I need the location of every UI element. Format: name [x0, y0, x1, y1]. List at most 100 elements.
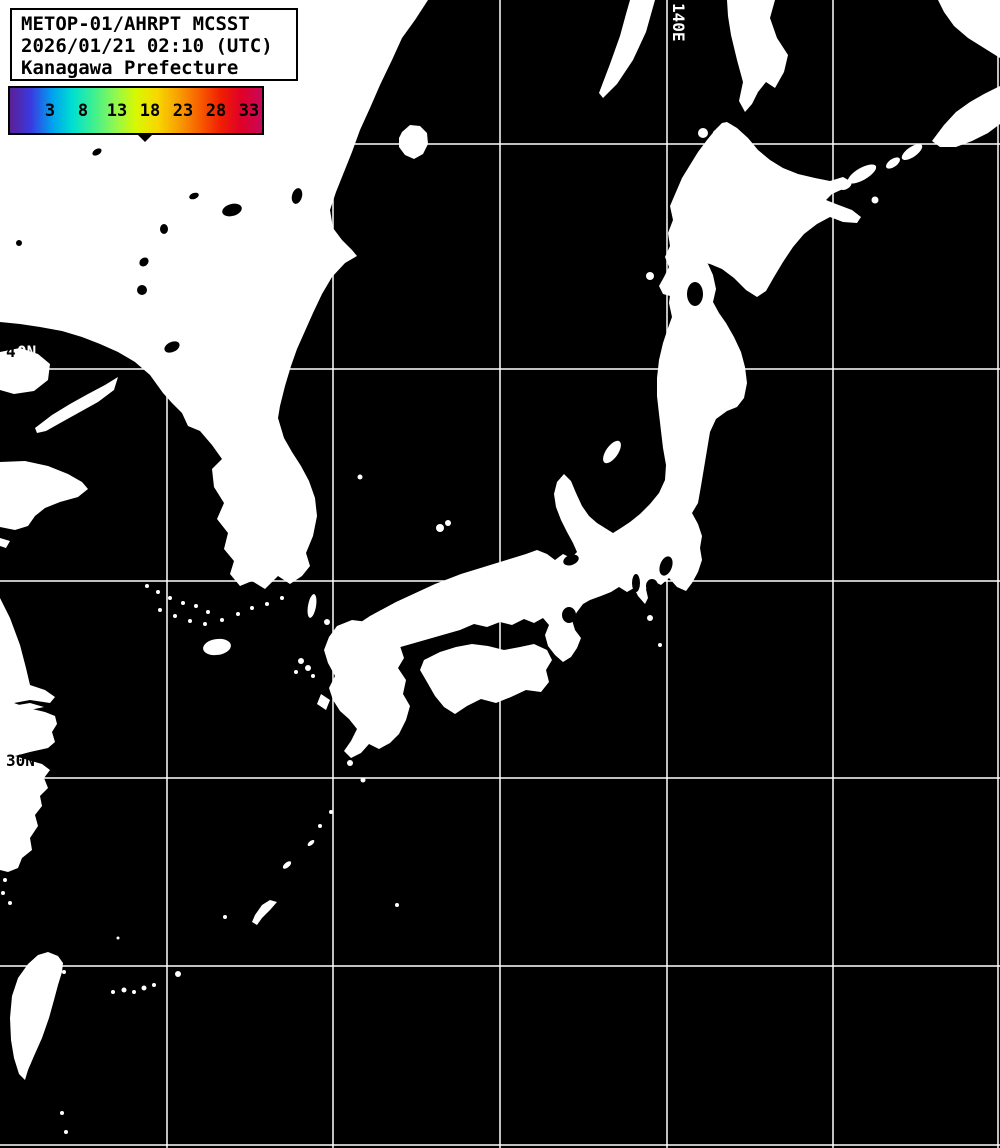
- island-dot: [395, 903, 399, 907]
- island-dot: [647, 615, 653, 621]
- island-dot: [357, 474, 363, 480]
- honshu: [332, 258, 747, 662]
- awaji: [550, 620, 566, 640]
- island-dot: [158, 608, 162, 612]
- shikoku: [420, 644, 552, 714]
- island-dot: [1, 891, 5, 895]
- island-dot: [62, 970, 66, 974]
- ise-bay: [590, 603, 604, 621]
- lake-b: [189, 192, 199, 200]
- island-dot: [324, 619, 330, 625]
- kunashiri: [847, 164, 877, 184]
- island-dot: [250, 606, 254, 610]
- colorbar-tick-13: 13: [106, 101, 128, 121]
- tsushima: [307, 594, 317, 618]
- sakhalin: [727, 0, 788, 112]
- okinawa: [252, 900, 277, 925]
- colorbar-tick-18: 18: [139, 101, 161, 121]
- island-dot: [156, 590, 160, 594]
- island-dot: [220, 618, 224, 622]
- title-box: METOP-01/AHRPT MCSST 2026/01/21 02:10 (U…: [10, 8, 298, 81]
- island-dot: [203, 622, 207, 626]
- amami: [282, 861, 292, 869]
- observation-datetime: 2026/01/21 02:10 (UTC): [21, 35, 273, 57]
- island-dot: [658, 643, 662, 647]
- china-east-coast: [0, 598, 57, 872]
- sea-cloud-patch: [399, 125, 428, 159]
- island-dot: [3, 878, 7, 882]
- island-dot: [311, 674, 315, 678]
- island-dot: [194, 604, 198, 608]
- kuril-islet: [840, 182, 852, 190]
- yangtze-islet: [12, 703, 44, 710]
- island-dot: [121, 987, 127, 993]
- label-30n: 30N: [6, 751, 35, 770]
- label-40n-4: 4: [6, 342, 16, 361]
- island-dot: [111, 990, 115, 994]
- region-name: Kanagawa Prefecture: [21, 57, 239, 79]
- colorbar-tick-33: 33: [238, 101, 260, 121]
- island-dot: [360, 777, 366, 783]
- colorbar-tick-28: 28: [205, 101, 227, 121]
- island-dot: [206, 610, 210, 614]
- kyushu: [324, 620, 410, 758]
- colorbar-tick-3: 3: [44, 101, 56, 121]
- island-dot: [298, 658, 304, 664]
- lake-d: [160, 224, 168, 234]
- label-40n-0n: 0N: [17, 342, 37, 361]
- island-dot: [132, 990, 136, 994]
- island-dot: [236, 612, 240, 616]
- osaka-bay: [562, 607, 576, 623]
- island-dot: [168, 596, 172, 600]
- mutsu-bay: [687, 282, 703, 306]
- island-dot: [436, 524, 444, 532]
- iturup-north: [901, 143, 923, 161]
- island-dot: [223, 915, 227, 919]
- island-dot: [188, 619, 192, 623]
- island-dot: [318, 824, 322, 828]
- shandong-south-spur: [0, 538, 10, 548]
- jeju: [203, 638, 231, 656]
- tokara: [307, 840, 315, 846]
- island-dot: [181, 601, 185, 605]
- island-dot: [8, 901, 12, 905]
- colorbar-tick-23: 23: [172, 101, 194, 121]
- island-dot: [141, 985, 147, 991]
- kuril-northeast: [932, 86, 1000, 147]
- hokkaido: [659, 122, 861, 297]
- island-dot: [294, 670, 298, 674]
- island-dot: [152, 983, 156, 987]
- island-dot: [646, 272, 654, 280]
- lake-f: [139, 257, 149, 267]
- sado: [603, 440, 621, 464]
- shandong: [0, 461, 88, 530]
- lake-e: [16, 240, 22, 246]
- taiwan: [10, 952, 63, 1080]
- island-dot: [713, 130, 719, 136]
- sst-colorbar: 3 8 13 18 23 28 33: [8, 86, 264, 135]
- island-dot: [329, 810, 333, 814]
- lake-a: [92, 148, 102, 156]
- island-dot: [265, 602, 269, 606]
- colorbar-tick-8: 8: [77, 101, 89, 121]
- satellite-product-title: METOP-01/AHRPT MCSST: [21, 13, 250, 35]
- island-dot: [145, 584, 149, 588]
- colorbar-gradient: [10, 88, 262, 133]
- island-dot: [305, 665, 311, 671]
- island-dot: [347, 760, 353, 766]
- wakasa-bay: [563, 554, 579, 566]
- lake-khanka: [222, 203, 242, 217]
- amakusa: [317, 694, 330, 710]
- island-dot: [445, 520, 451, 526]
- river-c: [291, 188, 303, 204]
- island-dot: [175, 971, 181, 977]
- lake-g: [137, 285, 147, 295]
- suruga-bay: [632, 574, 640, 592]
- continent-ne-asia: [0, 0, 428, 589]
- amur-coast-wedge: [599, 0, 655, 98]
- island-dot: [280, 596, 284, 600]
- colorbar-pointer: [138, 135, 152, 142]
- island-dot: [698, 128, 708, 138]
